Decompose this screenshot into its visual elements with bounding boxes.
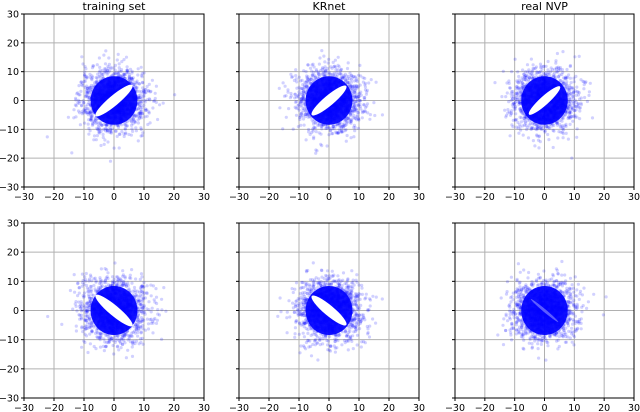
empty-region [95,84,133,117]
x-tick-label: 30 [198,192,210,203]
empty-region [528,86,561,115]
x-tick-label: 0 [111,403,117,412]
x-tick-label: 10 [138,192,150,203]
scatter-panel-6: −30 −20 −10 0 10 20 30 [445,222,640,412]
panel-title: real NVP [521,0,568,13]
x-tick-label: −30 [445,192,465,203]
x-tick-label: −10 [505,403,525,412]
x-tick-label: 10 [353,403,365,412]
x-tick-label: 0 [111,192,117,203]
y-tick-label: −20 [0,364,19,375]
x-tick-label: −20 [259,192,279,203]
x-tick-label: −20 [44,403,64,412]
x-tick-label: 20 [383,192,395,203]
panel-title: training set [83,0,147,13]
panel-title: KRnet [313,0,347,13]
scatter-panel-2: −30 −20 −10 0 10 20 30 KRnet [229,0,425,203]
x-tick-label: 30 [413,403,425,412]
x-tick-label: 0 [541,403,547,412]
x-tick-label: −30 [229,403,249,412]
x-tick-label: −10 [289,403,309,412]
x-tick-label: −30 [14,403,34,412]
y-tick-label: 20 [7,248,19,259]
scatter-panel-5: −30 −20 −10 0 10 20 30 [229,222,425,412]
y-tick-label: 0 [13,96,19,107]
scatter-points [45,49,177,163]
x-tick-label: −20 [44,192,64,203]
x-tick-label: 20 [168,192,180,203]
x-tick-label: 20 [598,403,610,412]
x-tick-label: −20 [475,192,495,203]
y-tick-label: −10 [0,125,19,136]
y-tick-label: −20 [0,154,19,165]
scatter-points [493,50,595,160]
empty-region [530,298,559,323]
scatter-panel-1: −30 −20 −10 0 10 20 30 −30 −20 −10 0 10 20 30 training… [0,0,210,203]
x-tick-label: 20 [598,192,610,203]
y-tick-label: −10 [0,335,19,346]
x-tick-label: 20 [383,403,395,412]
x-tick-label: 30 [628,403,640,412]
x-tick-label: −30 [14,192,34,203]
scatter-points [496,259,608,362]
x-tick-label: −10 [74,403,94,412]
x-tick-label: 0 [326,403,332,412]
scatter-panel-3: −30 −20 −10 0 10 20 30 real NVP [445,0,640,203]
x-tick-label: −10 [289,192,309,203]
empty-region [311,85,347,116]
scatter-points [46,261,168,360]
y-tick-label: 30 [7,219,19,230]
empty-region [311,295,347,326]
scatter-panel-4: −30 −20 −10 0 10 20 30 −30 −20 −10 0 10 20 30 [0,219,210,412]
y-tick-label: 20 [7,38,19,49]
x-tick-label: 20 [168,403,180,412]
scatter-points [277,49,384,155]
x-tick-label: 30 [628,192,640,203]
y-tick-label: 30 [7,10,19,21]
y-tick-label: 10 [7,277,19,288]
x-tick-label: 10 [138,403,150,412]
x-tick-label: 10 [353,192,365,203]
x-tick-label: 0 [326,192,332,203]
x-tick-label: −10 [74,192,94,203]
x-tick-label: 10 [568,192,580,203]
x-tick-label: 30 [413,192,425,203]
x-tick-label: 30 [198,403,210,412]
scatter-points [276,261,384,362]
x-tick-label: −20 [259,403,279,412]
x-tick-label: 0 [541,192,547,203]
y-tick-label: −30 [0,183,19,194]
y-tick-label: −30 [0,394,19,405]
x-tick-label: −30 [445,403,465,412]
y-tick-label: 0 [13,306,19,317]
x-tick-label: −20 [475,403,495,412]
y-tick-label: 10 [7,67,19,78]
empty-region [95,294,133,327]
x-tick-label: 10 [568,403,580,412]
x-tick-label: −10 [505,192,525,203]
x-tick-label: −30 [229,192,249,203]
